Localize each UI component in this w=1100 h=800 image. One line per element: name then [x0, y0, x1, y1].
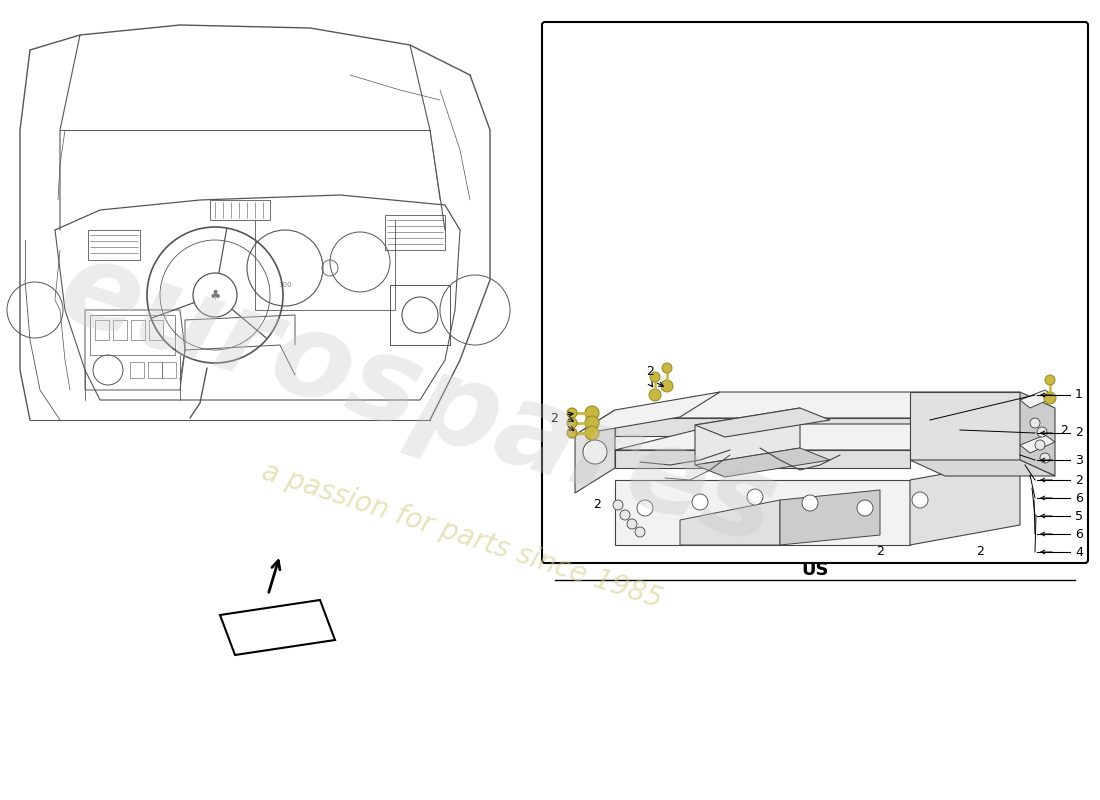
- Circle shape: [566, 428, 578, 438]
- Text: 2: 2: [1060, 423, 1068, 437]
- Polygon shape: [680, 500, 780, 545]
- Circle shape: [661, 380, 673, 392]
- Text: 300: 300: [278, 282, 292, 288]
- Circle shape: [627, 519, 637, 529]
- Circle shape: [566, 418, 578, 428]
- Polygon shape: [695, 408, 800, 465]
- Polygon shape: [910, 460, 1020, 545]
- Text: 3: 3: [1075, 454, 1082, 466]
- Text: 6: 6: [1075, 527, 1082, 541]
- Circle shape: [635, 527, 645, 537]
- Polygon shape: [615, 392, 1020, 418]
- FancyBboxPatch shape: [542, 22, 1088, 563]
- Circle shape: [649, 389, 661, 401]
- Text: 1: 1: [1075, 389, 1082, 402]
- Circle shape: [747, 489, 763, 505]
- Text: 2: 2: [1075, 474, 1082, 486]
- Polygon shape: [615, 450, 910, 468]
- Text: eurospares: eurospares: [45, 230, 791, 570]
- Polygon shape: [1020, 390, 1055, 408]
- Circle shape: [692, 494, 708, 510]
- Polygon shape: [910, 460, 1055, 476]
- Text: 2: 2: [876, 545, 884, 558]
- Polygon shape: [780, 490, 880, 545]
- Circle shape: [802, 495, 818, 511]
- Polygon shape: [575, 392, 721, 435]
- Polygon shape: [1020, 392, 1055, 476]
- Polygon shape: [220, 600, 336, 655]
- Text: 2: 2: [593, 498, 601, 511]
- Text: US: US: [801, 561, 828, 579]
- Text: 2: 2: [550, 411, 558, 425]
- Circle shape: [1035, 440, 1045, 450]
- Circle shape: [583, 440, 607, 464]
- Circle shape: [585, 406, 600, 420]
- Polygon shape: [575, 410, 615, 493]
- Polygon shape: [615, 418, 910, 436]
- Circle shape: [650, 372, 660, 382]
- Circle shape: [912, 492, 928, 508]
- Circle shape: [637, 500, 653, 516]
- Circle shape: [1045, 375, 1055, 385]
- Text: ♣: ♣: [209, 289, 221, 302]
- Text: 4: 4: [1075, 546, 1082, 558]
- Polygon shape: [695, 448, 830, 477]
- Circle shape: [1030, 418, 1040, 428]
- Circle shape: [1037, 427, 1047, 437]
- Text: 2: 2: [1075, 426, 1082, 439]
- Circle shape: [1044, 392, 1056, 404]
- Polygon shape: [615, 424, 1020, 450]
- Circle shape: [662, 363, 672, 373]
- Circle shape: [1040, 453, 1050, 463]
- Circle shape: [585, 426, 600, 440]
- Circle shape: [566, 408, 578, 418]
- Text: 2: 2: [646, 365, 653, 378]
- Text: 2: 2: [976, 545, 983, 558]
- Circle shape: [857, 500, 873, 516]
- Text: a passion for parts since 1985: a passion for parts since 1985: [258, 458, 666, 614]
- Polygon shape: [910, 392, 1020, 460]
- Text: 6: 6: [1075, 491, 1082, 505]
- Polygon shape: [615, 480, 910, 545]
- Circle shape: [620, 510, 630, 520]
- Circle shape: [613, 500, 623, 510]
- Polygon shape: [1020, 435, 1055, 453]
- Text: 5: 5: [1075, 510, 1084, 522]
- Polygon shape: [695, 408, 830, 437]
- Circle shape: [585, 416, 600, 430]
